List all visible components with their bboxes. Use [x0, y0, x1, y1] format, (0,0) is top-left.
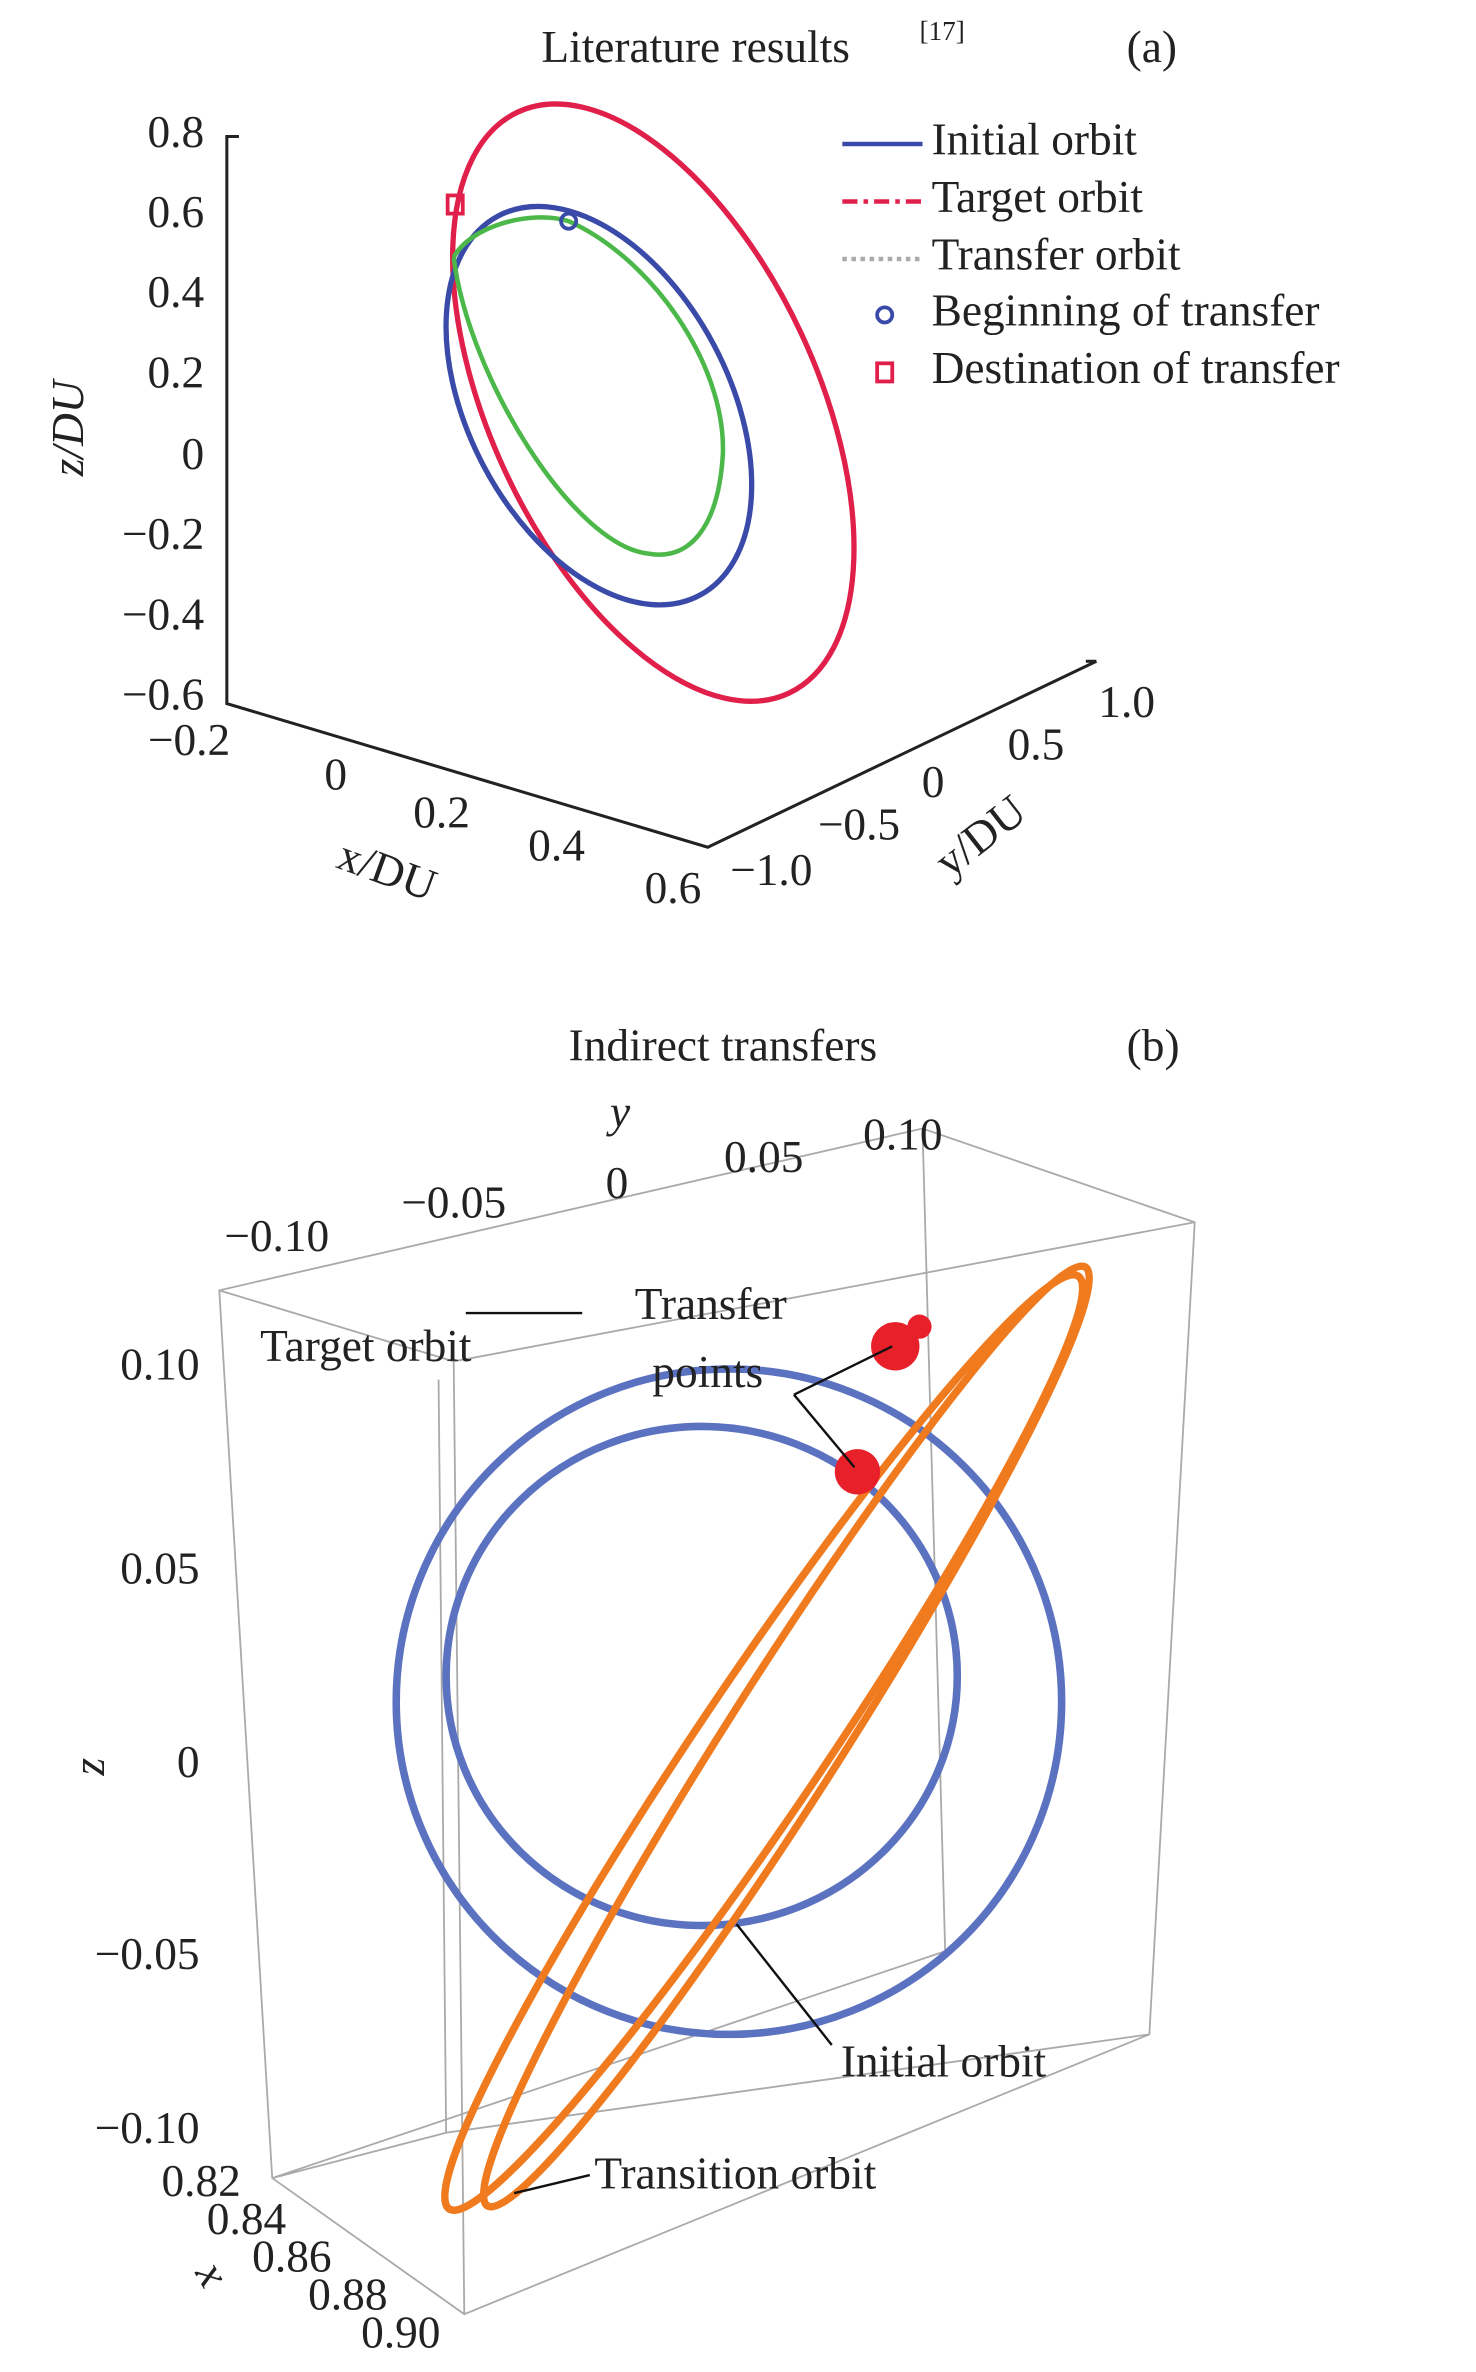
tick-label: 0.4: [528, 821, 585, 871]
tick-label: −0.4: [122, 589, 204, 639]
annotation: Transfer: [635, 1279, 787, 1329]
transfer-point: [907, 1314, 932, 1339]
legend-label: Initial orbit: [932, 114, 1138, 164]
tick-label: 0: [324, 750, 347, 800]
legend-label: Destination of transfer: [932, 343, 1340, 393]
legend-label: Transfer orbit: [932, 229, 1181, 279]
tick-label: 0.4: [147, 267, 204, 317]
transfer-point: [871, 1322, 920, 1371]
tick-label: 0.86: [252, 2232, 331, 2282]
panel-tag: (a): [1127, 22, 1177, 72]
tick-label: 0.2: [147, 347, 204, 397]
tick-label: 0.6: [645, 863, 702, 913]
tick-label: 0.8: [147, 107, 204, 157]
tick-label: 0: [177, 1737, 200, 1787]
panel-title: Literature results: [541, 22, 850, 72]
bounding-box: [218, 1127, 1196, 2316]
target-orbit: [392, 1365, 1066, 2039]
tick-label: 0.10: [863, 1110, 942, 1160]
destination-marker: [445, 193, 465, 216]
tick-label: 0: [606, 1158, 629, 1208]
initial-orbit: [442, 1422, 962, 1930]
tick-label: −0.10: [95, 2103, 200, 2153]
x-axis-label: x: [185, 2252, 239, 2295]
tick-label: 0: [922, 757, 945, 807]
tick-label: −0.05: [401, 1178, 506, 1228]
panel-title: Indirect transfers: [569, 1020, 878, 1070]
tick-label: 0.05: [724, 1132, 803, 1182]
tick-label: 1.0: [1098, 677, 1155, 727]
panel-tag: (b): [1127, 1020, 1180, 1070]
tick-label: 0.05: [120, 1544, 199, 1594]
transfer-point: [834, 1449, 881, 1495]
legend-marker: [875, 305, 895, 325]
axes: [225, 134, 1098, 849]
tick-label: −0.10: [224, 1211, 329, 1261]
tick-label: 0.84: [207, 2194, 286, 2244]
target-orbit: [449, 101, 857, 704]
tick-label: −0.2: [148, 715, 230, 765]
legend-label: Target orbit: [932, 172, 1144, 222]
x-axis-label: x/DU: [331, 829, 443, 910]
leader-lines: [465, 1311, 893, 2195]
tick-label: 0.90: [361, 2307, 440, 2357]
tick-label: −1.0: [730, 845, 812, 895]
transfer-orbit: [451, 215, 726, 557]
beginning-marker: [559, 211, 579, 231]
tick-label: 0.10: [120, 1339, 199, 1389]
legend-marker: [875, 361, 895, 384]
title-superscript: [17]: [919, 16, 964, 46]
z-axis-label: z/DU: [43, 377, 93, 477]
tick-label: 0.6: [147, 187, 204, 237]
tick-label: 0.82: [161, 2156, 240, 2206]
legend-label: Beginning of transfer: [932, 285, 1320, 335]
z-axis-label: z: [64, 1758, 114, 1777]
tick-label: 0.2: [413, 787, 470, 837]
tick-label: −0.5: [818, 800, 900, 850]
initial-orbit: [443, 203, 755, 608]
y-axis-label: y: [606, 1087, 631, 1137]
transition-orbit: [479, 1262, 1094, 2211]
tick-label: 0.88: [308, 2269, 387, 2319]
transition-orbit: [440, 1270, 1087, 2215]
annotation: Transition orbit: [594, 2148, 876, 2198]
tick-label: −0.05: [95, 1929, 200, 1979]
annotation: points: [652, 1347, 763, 1397]
annotation: Target orbit: [260, 1321, 472, 1371]
tick-label: 0.5: [1008, 719, 1065, 769]
tick-label: 0: [181, 429, 204, 479]
tick-label: −0.2: [122, 509, 204, 559]
tick-label: −0.6: [122, 669, 204, 719]
annotation: Initial orbit: [841, 2037, 1047, 2087]
